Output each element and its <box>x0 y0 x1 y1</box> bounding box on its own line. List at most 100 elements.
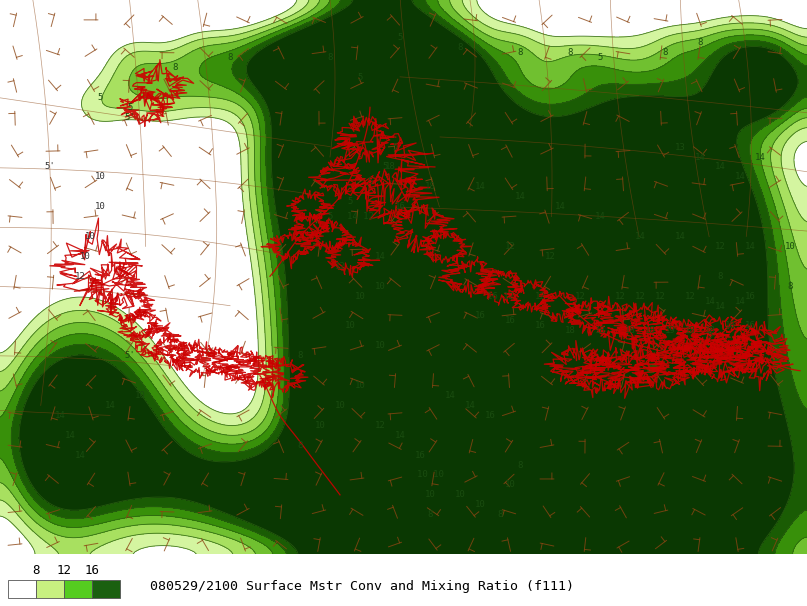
Text: 5': 5' <box>124 113 136 122</box>
Text: 12: 12 <box>684 291 696 301</box>
Text: 8: 8 <box>663 48 667 57</box>
Text: 10: 10 <box>784 242 796 251</box>
Text: 10: 10 <box>94 172 106 181</box>
Text: 5: 5 <box>383 162 387 171</box>
Text: 14: 14 <box>595 212 605 221</box>
Text: 10: 10 <box>374 341 386 350</box>
Text: 16: 16 <box>485 411 495 420</box>
Text: 12: 12 <box>56 564 72 577</box>
Text: 5: 5 <box>358 73 362 82</box>
Text: 18: 18 <box>684 327 696 335</box>
Text: 10: 10 <box>94 202 106 211</box>
Text: 8: 8 <box>567 48 573 57</box>
Text: 13: 13 <box>675 142 685 152</box>
Bar <box>36 580 64 598</box>
Text: 14: 14 <box>734 172 746 181</box>
Text: 10: 10 <box>315 421 325 430</box>
Text: 10: 10 <box>335 401 345 410</box>
Text: 16: 16 <box>504 316 516 325</box>
Text: 14 12: 14 12 <box>346 212 374 221</box>
Text: 16: 16 <box>475 311 485 321</box>
Text: 18: 18 <box>565 327 575 335</box>
Text: 12: 12 <box>74 271 86 281</box>
Text: 12: 12 <box>374 421 386 430</box>
Text: 14: 14 <box>395 431 405 440</box>
Text: 14: 14 <box>734 296 746 305</box>
Text: 14: 14 <box>105 401 115 410</box>
Text: 5: 5 <box>597 53 603 62</box>
Text: 12: 12 <box>545 252 555 261</box>
Text: 10: 10 <box>475 501 485 509</box>
Text: 14: 14 <box>634 232 646 241</box>
Text: 10: 10 <box>80 252 90 261</box>
Text: 14: 14 <box>475 182 485 191</box>
Text: 5: 5 <box>367 178 373 187</box>
Text: 16: 16 <box>415 451 425 459</box>
Text: 14: 14 <box>695 153 705 162</box>
Text: 18: 18 <box>595 327 605 335</box>
Text: 8: 8 <box>497 510 503 519</box>
Text: 12: 12 <box>575 291 585 301</box>
Text: 16: 16 <box>395 202 405 211</box>
Text: 8: 8 <box>517 48 523 57</box>
Text: 14: 14 <box>705 296 715 305</box>
Text: 8: 8 <box>297 441 303 450</box>
Text: 8: 8 <box>517 461 523 470</box>
Text: 8: 8 <box>32 564 40 577</box>
Text: 14: 14 <box>554 202 566 211</box>
Text: 5: 5 <box>707 331 713 341</box>
Text: 8: 8 <box>328 53 332 62</box>
Text: 18: 18 <box>424 182 435 191</box>
Text: 080529/2100 Surface Mstr Conv and Mixing Ratio (f111): 080529/2100 Surface Mstr Conv and Mixing… <box>150 581 574 593</box>
Text: 10: 10 <box>454 490 466 499</box>
Text: 12: 12 <box>654 291 666 301</box>
Text: 16: 16 <box>534 321 546 330</box>
Text: 14: 14 <box>745 242 755 251</box>
Text: 19: 19 <box>665 327 675 335</box>
Text: 5': 5' <box>124 351 136 360</box>
Text: 14: 14 <box>715 302 725 310</box>
Text: 12: 12 <box>335 262 345 271</box>
Text: 18: 18 <box>625 327 635 335</box>
Text: 12: 12 <box>504 242 516 251</box>
Bar <box>64 580 92 598</box>
Text: 5: 5 <box>328 212 332 221</box>
Text: 14: 14 <box>374 252 386 261</box>
Text: 14: 14 <box>715 162 725 171</box>
Text: 8: 8 <box>697 38 703 47</box>
Text: 14: 14 <box>74 451 86 459</box>
Text: 8: 8 <box>297 351 303 360</box>
Text: 18: 18 <box>725 321 735 330</box>
Bar <box>8 580 36 598</box>
Text: 8: 8 <box>173 63 178 72</box>
Text: 14: 14 <box>675 232 685 241</box>
Text: 10: 10 <box>345 321 355 330</box>
Text: 14: 14 <box>755 153 765 162</box>
Text: 10: 10 <box>135 391 145 400</box>
Text: 16: 16 <box>85 564 99 577</box>
Text: 16: 16 <box>745 291 755 301</box>
Text: 5: 5 <box>347 197 353 206</box>
Text: 5': 5' <box>44 162 56 171</box>
Text: 12: 12 <box>715 242 725 251</box>
Text: 16: 16 <box>745 321 755 330</box>
Text: 8: 8 <box>788 282 792 291</box>
Text: 12: 12 <box>615 291 625 301</box>
Text: 18: 18 <box>645 327 655 335</box>
Text: 10: 10 <box>85 232 95 241</box>
Text: 5: 5 <box>98 93 102 102</box>
Text: 18: 18 <box>385 162 395 171</box>
Text: 10: 10 <box>424 490 435 499</box>
Text: 8: 8 <box>458 43 462 52</box>
Text: 18: 18 <box>705 327 715 335</box>
Text: 10: 10 <box>354 291 366 301</box>
Text: 8: 8 <box>717 271 723 281</box>
Text: 5: 5 <box>397 33 403 42</box>
Text: 10: 10 <box>374 282 386 291</box>
Text: 16 12: 16 12 <box>487 291 513 301</box>
Text: 10 10: 10 10 <box>416 470 443 479</box>
Text: 12: 12 <box>634 291 646 301</box>
Text: 12: 12 <box>534 291 546 301</box>
Text: 5: 5 <box>128 103 132 112</box>
Text: 8: 8 <box>228 53 232 62</box>
